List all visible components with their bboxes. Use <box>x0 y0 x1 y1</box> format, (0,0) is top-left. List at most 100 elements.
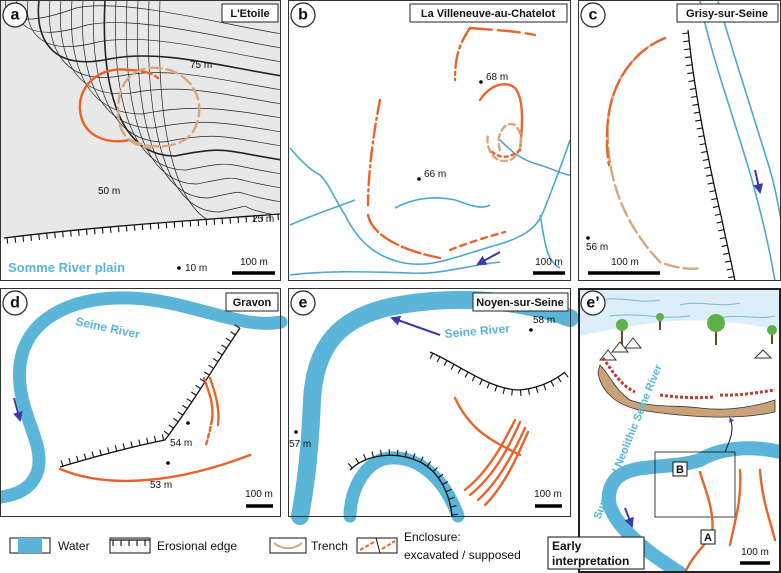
river <box>289 139 571 276</box>
panel-title: Gravon <box>233 297 272 309</box>
erosional-edge <box>687 29 736 282</box>
hatch-tick <box>479 379 483 386</box>
hatch-tick <box>563 372 569 378</box>
legend-label: Erosional edge <box>157 539 237 553</box>
panel-title: L'Etoile <box>230 8 269 20</box>
frame <box>288 0 571 281</box>
enclosure <box>605 36 667 167</box>
enclosure <box>202 376 220 427</box>
box-marker <box>672 461 688 477</box>
legend-label: Trench <box>311 539 348 553</box>
elevation: 10 m <box>185 263 207 274</box>
title-box <box>409 3 568 23</box>
hatch-tick <box>719 236 726 240</box>
hatch-tick <box>436 356 441 363</box>
hatch-tick <box>234 324 241 329</box>
hatch-tick <box>14 236 17 243</box>
elevation: 66 m <box>424 169 446 180</box>
enclosure <box>58 453 252 483</box>
hatch-tick <box>689 87 696 90</box>
hatch-tick <box>195 384 201 390</box>
hatch-tick <box>85 229 88 236</box>
hatch-tick <box>705 174 713 177</box>
scale-label: 100 m <box>534 489 562 500</box>
hatch-tick <box>519 389 522 396</box>
legend-label: excavated / supposed <box>404 548 521 562</box>
spot-height <box>186 421 190 425</box>
hatch-tick <box>690 95 698 98</box>
hatch-tick <box>99 449 102 456</box>
title-box <box>472 292 569 312</box>
contour <box>37 1 280 77</box>
enclosure <box>78 68 132 143</box>
enclosure <box>468 26 537 37</box>
pointer <box>724 417 734 453</box>
hatch-tick <box>91 451 95 458</box>
hatch-tick <box>38 233 40 240</box>
panel-e-prime: Supposed Neolithic Seine River B A 100 m… <box>578 288 781 573</box>
elevation: 53 m <box>150 480 172 491</box>
flow-arrow <box>753 169 764 194</box>
elevation: 50 m <box>98 186 120 197</box>
hatch-tick <box>687 72 694 75</box>
enclosure-supposed <box>486 122 523 163</box>
label-circle <box>580 2 606 28</box>
enclosure <box>453 26 472 82</box>
hatch-tick <box>122 443 126 450</box>
hatch-tick <box>347 463 353 469</box>
hatch-tick <box>216 351 223 356</box>
panel-title: Noyen-sur-Seine <box>476 297 563 309</box>
enclosure-supposed <box>448 230 507 252</box>
frame <box>0 0 281 281</box>
enclosure-supposed <box>606 36 702 270</box>
hatch-tick <box>109 226 112 233</box>
waves <box>599 298 776 319</box>
spot-height <box>177 266 181 270</box>
hatch-tick <box>208 364 214 369</box>
panel-b: 68 m 66 m 100 m La Villeneuve-au-Chatelo… <box>288 0 571 281</box>
frame <box>288 288 571 517</box>
hatch-tick <box>686 64 693 67</box>
hatch-tick <box>714 213 721 216</box>
legend-swatch <box>269 537 307 554</box>
palisade <box>601 357 776 400</box>
hatch-tick <box>412 453 416 460</box>
elevation: 54 m <box>170 438 192 449</box>
river <box>699 0 776 282</box>
hatch-tick <box>221 344 227 349</box>
panel-label: d <box>10 295 20 312</box>
legend-label: Enclosure: <box>404 530 461 544</box>
enclosure-supposed <box>204 418 214 447</box>
river-name: Seine River <box>444 321 511 341</box>
panel-c: 56 m 100 m Grisy-sur-Seine c <box>578 0 781 282</box>
hatch-tick <box>107 447 110 454</box>
inset-frame <box>654 451 736 518</box>
note: interpretation <box>552 554 629 568</box>
hatch-tick <box>699 143 706 146</box>
hatch-tick <box>70 230 72 237</box>
hatch-tick <box>464 371 469 378</box>
spot-height <box>529 328 533 332</box>
hatch-tick <box>527 388 531 395</box>
elevation: 75 m <box>190 60 212 71</box>
trees <box>616 313 777 345</box>
hatch-tick <box>46 232 48 240</box>
hatch-tick <box>432 467 438 473</box>
hatch-tick <box>726 268 733 271</box>
hatch-tick <box>173 417 179 423</box>
hatch-tick <box>101 227 104 234</box>
hatch-tick <box>702 158 709 162</box>
hatch-tick <box>83 453 87 460</box>
panel-a: 75 m 50 m 25 m 10 m Somme River plain 10… <box>0 0 281 281</box>
hatch-tick <box>230 331 236 336</box>
place-name: Somme River plain <box>8 260 125 275</box>
label-circle <box>290 2 316 28</box>
hatch-tick <box>707 182 714 185</box>
legend-swatch <box>375 537 381 554</box>
hatch-tick <box>451 513 458 516</box>
contour <box>126 1 280 189</box>
contour <box>27 1 280 63</box>
hatch-tick <box>494 385 498 392</box>
spot-height <box>479 80 483 84</box>
hatch-tick <box>168 424 174 429</box>
